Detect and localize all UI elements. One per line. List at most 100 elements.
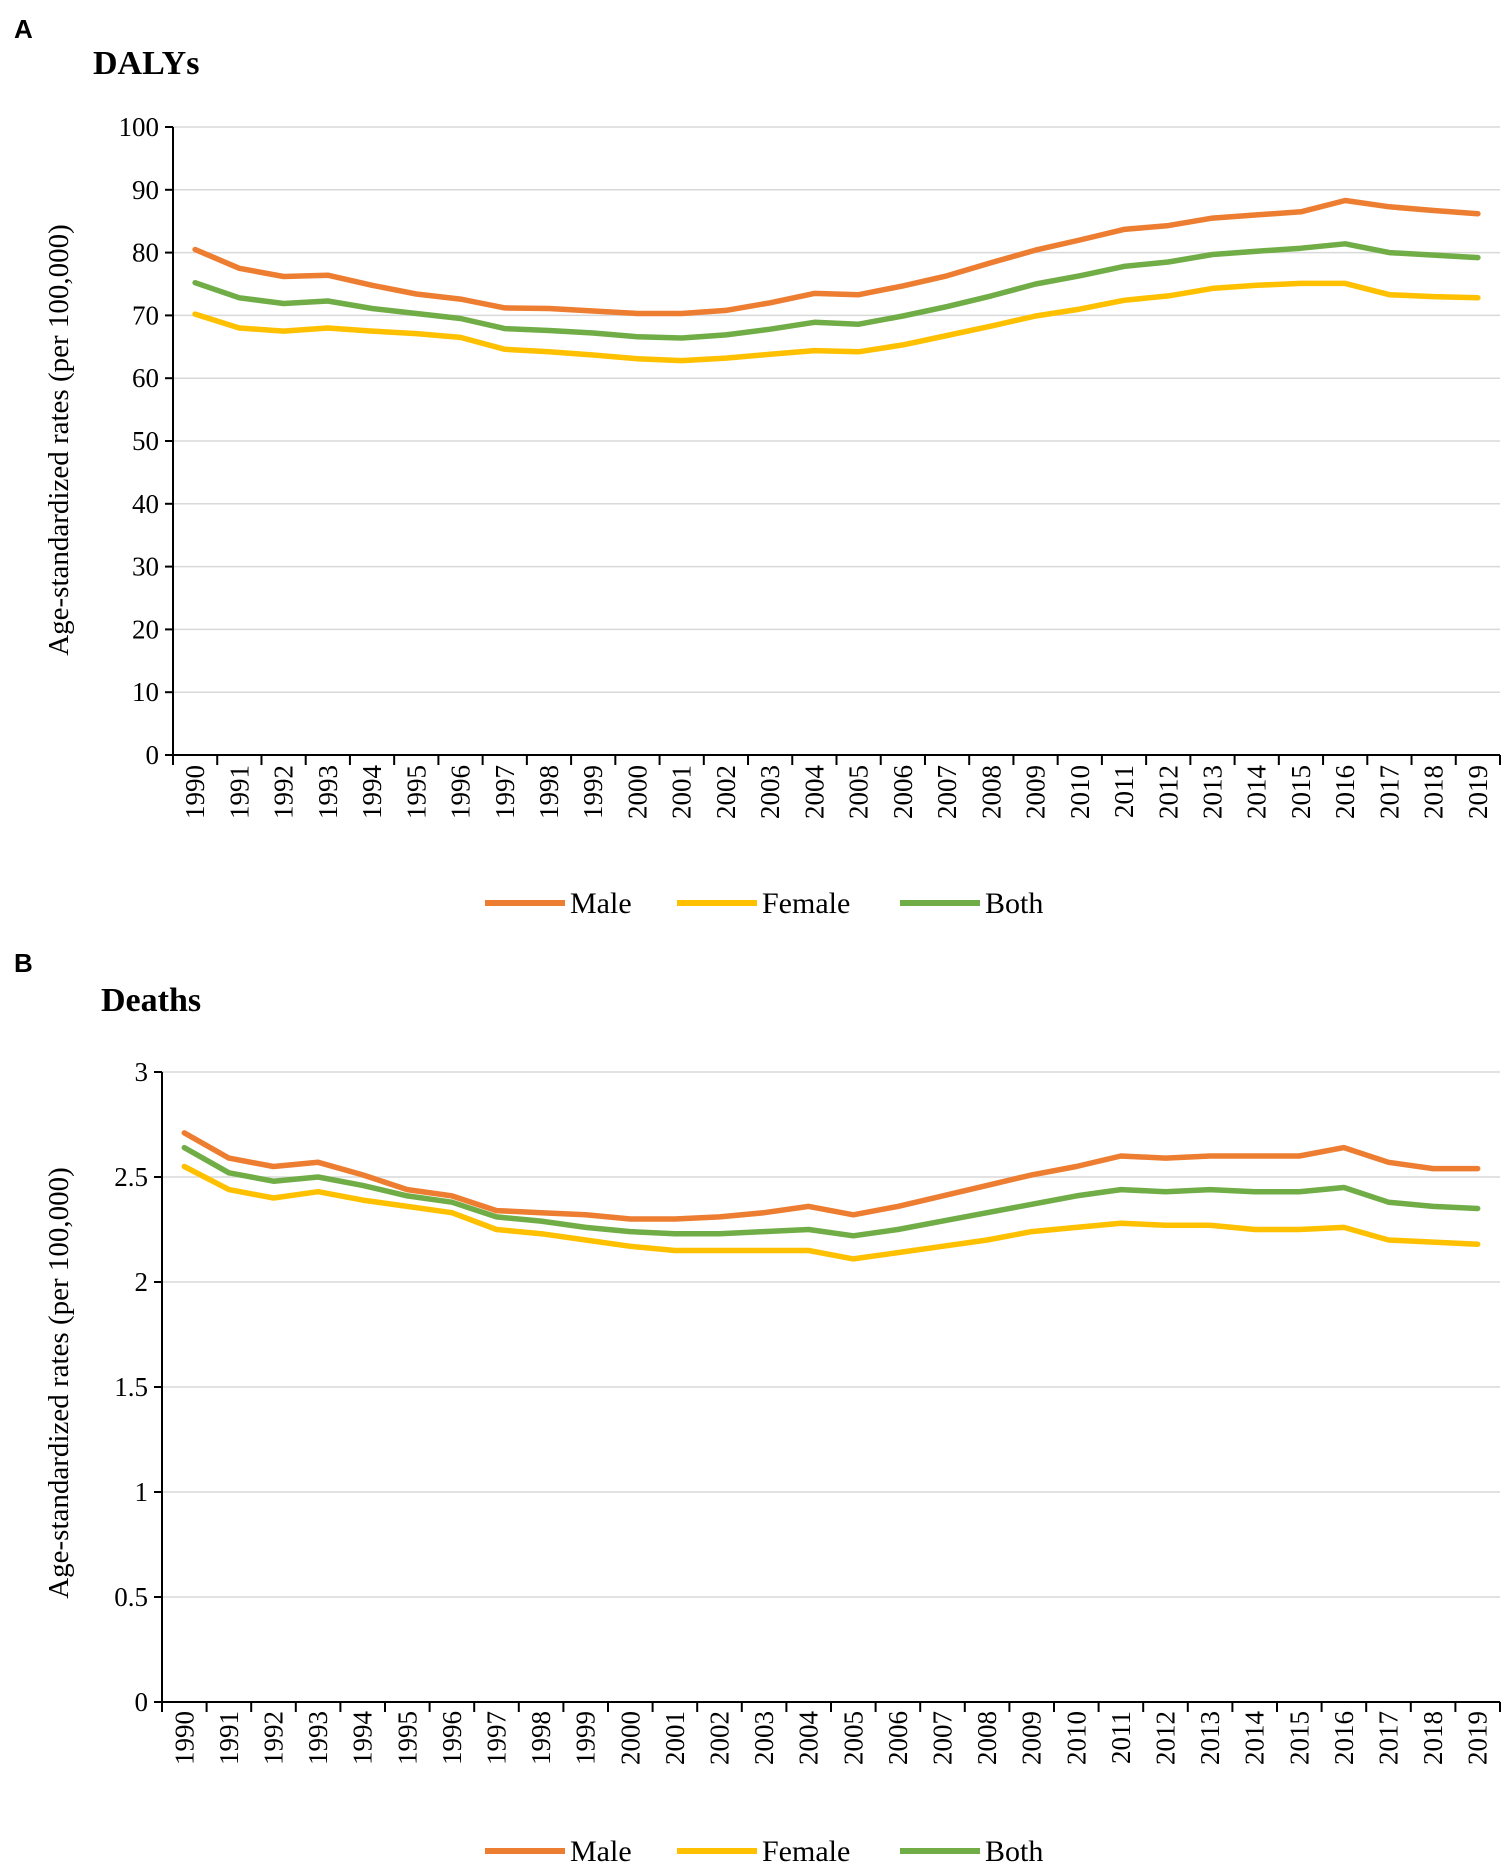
x-tick-label: 1999 <box>571 1711 601 1765</box>
panel-b-legend: Male Female Both <box>485 1835 1043 1868</box>
x-tick-label: 1997 <box>490 765 520 819</box>
x-tick-label: 2016 <box>1329 1711 1359 1765</box>
x-tick-label: 1994 <box>348 1711 378 1766</box>
x-tick-label: 2016 <box>1330 765 1360 819</box>
x-tick-label: 2019 <box>1463 765 1493 819</box>
panel-b-axes <box>161 1072 1500 1703</box>
x-tick-label: 2001 <box>667 765 697 819</box>
x-tick-label: 2009 <box>1017 1711 1047 1765</box>
legend-label-female: Female <box>762 1835 850 1868</box>
series-line-female <box>192 280 1481 364</box>
y-tick-label: 1 <box>135 1477 149 1507</box>
x-tick-label: 2007 <box>932 765 962 819</box>
x-tick-label: 1992 <box>259 1711 289 1765</box>
x-tick-label: 2013 <box>1197 765 1227 819</box>
panel-a-title: DALYs <box>93 45 199 82</box>
panel-a-letter: A <box>14 14 33 44</box>
x-tick-label: 2010 <box>1061 1711 1091 1765</box>
panel-a-dalys: A DALYs Age-standardized rates (per 100,… <box>14 14 1501 920</box>
x-tick-label: 2011 <box>1106 1711 1136 1764</box>
x-tick-label: 1991 <box>224 765 254 819</box>
panel-b-y-ticks: 0 0.5 1 1.5 2 2.5 3 <box>114 1057 162 1717</box>
y-tick-label: 3 <box>135 1057 149 1087</box>
y-tick-label: 2.5 <box>114 1162 148 1192</box>
x-tick-label: 2001 <box>660 1711 690 1765</box>
panel-b-x-ticks: 1990 1991 1992 1993 1994 1995 1996 1997 1998 1999… <box>161 1702 1501 1766</box>
series-line-female <box>181 1163 1481 1262</box>
x-tick-label: 2002 <box>705 1711 735 1765</box>
x-tick-label: 2006 <box>888 765 918 819</box>
y-tick-label: 20 <box>132 614 159 644</box>
y-tick-label: 0 <box>146 740 160 770</box>
x-tick-label: 2007 <box>928 1711 958 1765</box>
y-tick-label: 40 <box>132 489 159 519</box>
panel-a-y-axis-label: Age-standardized rates (per 100,000) <box>43 224 75 656</box>
x-tick-label: 2017 <box>1374 1711 1404 1765</box>
x-tick-label: 2017 <box>1374 765 1404 819</box>
panel-a-series <box>192 197 1481 364</box>
x-tick-label: 2008 <box>972 1711 1002 1765</box>
series-line-male <box>181 1130 1481 1222</box>
x-tick-label: 2002 <box>711 765 741 819</box>
x-tick-label: 2018 <box>1418 1711 1448 1765</box>
x-tick-label: 2003 <box>749 1711 779 1765</box>
panel-a-x-ticks: 1990 1991 1992 1993 1994 1995 1996 1997 1998 1999… <box>172 755 1501 820</box>
x-tick-label: 1990 <box>180 765 210 819</box>
y-tick-label: 0 <box>135 1687 149 1717</box>
x-tick-label: 2005 <box>838 1711 868 1765</box>
x-tick-label: 1995 <box>401 765 431 819</box>
x-tick-label: 2000 <box>615 1711 645 1765</box>
panel-a-gridlines <box>173 126 1500 693</box>
legend-label-both: Both <box>985 1835 1043 1868</box>
x-tick-label: 2014 <box>1240 1711 1270 1766</box>
x-tick-label: 2012 <box>1151 1711 1181 1765</box>
y-tick-label: 10 <box>132 677 159 707</box>
y-tick-label: 30 <box>132 552 159 582</box>
legend-label-female: Female <box>762 887 850 920</box>
y-tick-label: 90 <box>132 175 159 205</box>
x-tick-label: 2005 <box>844 765 874 819</box>
y-tick-label: 100 <box>119 112 160 142</box>
series-line-both <box>181 1144 1481 1239</box>
x-tick-label: 1996 <box>437 1711 467 1765</box>
x-tick-label: 2003 <box>755 765 785 819</box>
legend-label-male: Male <box>570 1835 632 1868</box>
y-tick-label: 60 <box>132 363 159 393</box>
y-tick-label: 1.5 <box>114 1372 148 1402</box>
x-tick-label: 1991 <box>214 1711 244 1765</box>
panel-b-y-axis-label: Age-standardized rates (per 100,000) <box>43 1167 75 1599</box>
x-tick-label: 2015 <box>1286 765 1316 819</box>
legend-label-male: Male <box>570 887 632 920</box>
x-tick-label: 1993 <box>303 1711 333 1765</box>
x-tick-label: 2009 <box>1021 765 1051 819</box>
x-tick-label: 2008 <box>976 765 1006 819</box>
x-tick-label: 1993 <box>313 765 343 819</box>
x-tick-label: 1990 <box>169 1711 199 1765</box>
x-tick-label: 2013 <box>1195 1711 1225 1765</box>
panel-b-letter: B <box>14 948 33 978</box>
x-tick-label: 1997 <box>482 1711 512 1765</box>
x-tick-label: 2015 <box>1284 1711 1314 1765</box>
y-tick-label: 0.5 <box>114 1582 148 1612</box>
x-tick-label: 2010 <box>1065 765 1095 819</box>
panel-b-gridlines <box>162 1071 1500 1598</box>
panel-b-deaths: B Deaths Age-standardized rates (per 100… <box>14 948 1501 1868</box>
legend-label-both: Both <box>985 887 1043 920</box>
x-tick-label: 2011 <box>1109 765 1139 818</box>
x-tick-label: 2004 <box>794 1711 824 1766</box>
x-tick-label: 1992 <box>269 765 299 819</box>
panel-b-series <box>181 1130 1481 1262</box>
x-tick-label: 2004 <box>799 765 829 820</box>
x-tick-label: 2014 <box>1242 765 1272 820</box>
y-tick-label: 80 <box>132 238 159 268</box>
series-line-both <box>192 241 1481 341</box>
x-tick-label: 2019 <box>1463 1711 1493 1765</box>
x-tick-label: 1994 <box>357 765 387 820</box>
x-tick-label: 1998 <box>534 765 564 819</box>
x-tick-label: 1996 <box>446 765 476 819</box>
y-tick-label: 50 <box>132 426 159 456</box>
panel-b-title: Deaths <box>101 982 201 1019</box>
x-tick-label: 1998 <box>526 1711 556 1765</box>
series-line-male <box>192 197 1481 317</box>
y-tick-label: 70 <box>132 300 159 330</box>
